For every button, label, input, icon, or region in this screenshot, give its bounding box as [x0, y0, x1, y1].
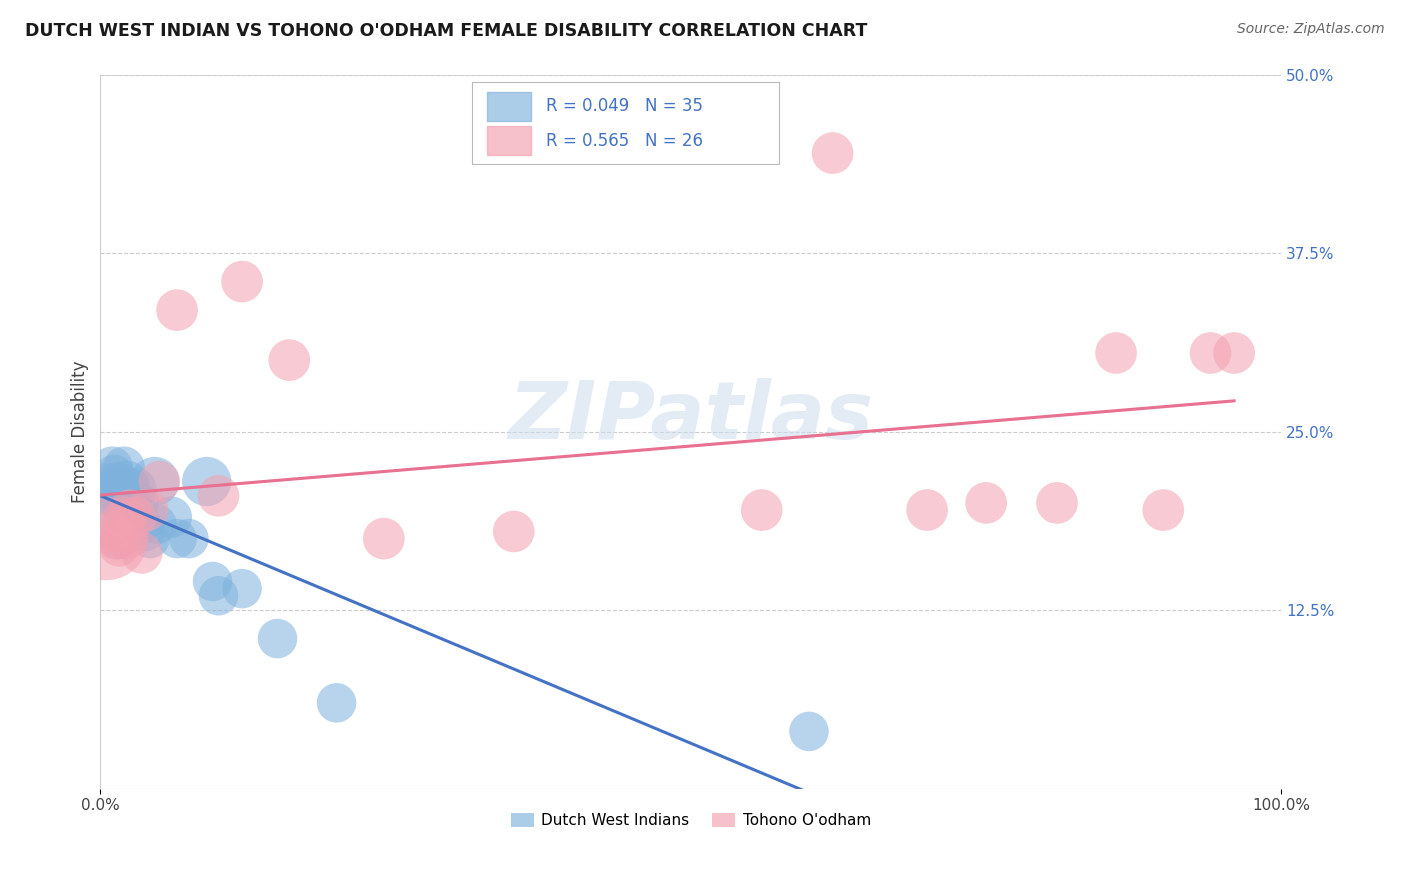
Point: [373, 532, 395, 546]
Point: [107, 475, 129, 489]
Point: [148, 475, 170, 489]
Bar: [486, 127, 531, 155]
Point: [122, 510, 145, 524]
Point: [266, 632, 288, 646]
Point: [915, 503, 938, 517]
Point: [231, 275, 253, 289]
Bar: [486, 92, 531, 120]
Point: [325, 696, 347, 710]
Point: [125, 503, 148, 517]
Text: ZIPatlas: ZIPatlas: [509, 378, 873, 456]
Point: [96, 475, 118, 489]
Point: [1223, 346, 1246, 360]
Text: Source: ZipAtlas.com: Source: ZipAtlas.com: [1237, 22, 1385, 37]
Text: R = 0.049   N = 35: R = 0.049 N = 35: [546, 97, 703, 115]
Point: [103, 467, 125, 482]
Point: [166, 532, 188, 546]
Point: [112, 503, 135, 517]
Y-axis label: Female Disability: Female Disability: [72, 360, 89, 503]
Point: [118, 503, 141, 517]
Point: [160, 510, 183, 524]
Point: [821, 146, 844, 161]
Point: [146, 517, 169, 532]
Point: [143, 475, 166, 489]
Point: [134, 524, 156, 539]
Point: [98, 482, 121, 496]
Point: [104, 503, 127, 517]
Point: [115, 489, 138, 503]
Point: [502, 524, 524, 539]
Point: [1199, 346, 1222, 360]
Point: [136, 503, 159, 517]
Point: [1105, 346, 1128, 360]
Point: [278, 353, 301, 368]
Point: [1046, 496, 1069, 510]
Point: [118, 496, 141, 510]
Point: [125, 510, 148, 524]
Point: [131, 546, 153, 560]
Point: [207, 489, 229, 503]
Point: [101, 524, 124, 539]
Text: DUTCH WEST INDIAN VS TOHONO O'ODHAM FEMALE DISABILITY CORRELATION CHART: DUTCH WEST INDIAN VS TOHONO O'ODHAM FEMA…: [25, 22, 868, 40]
Legend: Dutch West Indians, Tohono O'odham: Dutch West Indians, Tohono O'odham: [505, 807, 877, 834]
Point: [101, 489, 124, 503]
Point: [195, 475, 218, 489]
Point: [107, 532, 129, 546]
Point: [166, 303, 188, 318]
Point: [108, 539, 131, 553]
Point: [127, 496, 149, 510]
FancyBboxPatch shape: [472, 82, 779, 164]
Point: [1152, 503, 1174, 517]
Point: [112, 460, 135, 475]
Point: [101, 460, 124, 475]
Point: [104, 532, 127, 546]
Point: [751, 503, 773, 517]
Point: [115, 532, 138, 546]
Point: [131, 517, 153, 532]
Point: [112, 510, 135, 524]
Point: [177, 532, 200, 546]
Point: [110, 496, 132, 510]
Point: [231, 582, 253, 596]
Text: R = 0.565   N = 26: R = 0.565 N = 26: [546, 132, 703, 150]
Point: [139, 532, 162, 546]
Point: [207, 589, 229, 603]
Point: [974, 496, 997, 510]
Point: [96, 532, 118, 546]
Point: [797, 724, 820, 739]
Point: [117, 475, 139, 489]
Point: [110, 482, 132, 496]
Point: [125, 482, 148, 496]
Point: [201, 574, 224, 589]
Point: [118, 482, 141, 496]
